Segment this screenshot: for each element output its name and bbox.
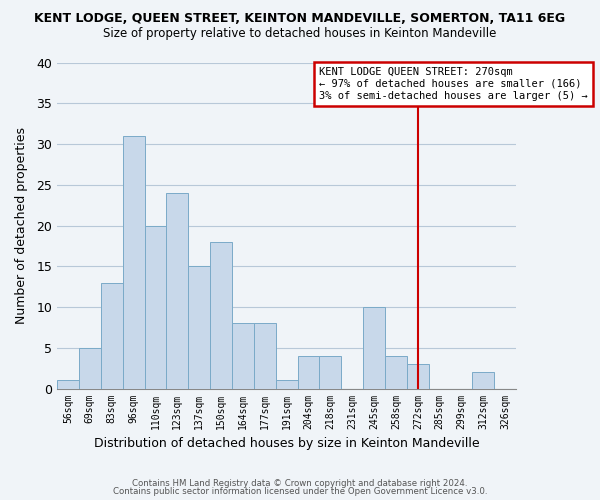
Bar	[472, 372, 494, 388]
Bar	[276, 380, 298, 388]
Bar	[232, 324, 254, 388]
Bar	[166, 193, 188, 388]
X-axis label: Distribution of detached houses by size in Keinton Mandeville: Distribution of detached houses by size …	[94, 437, 479, 450]
Text: Contains HM Land Registry data © Crown copyright and database right 2024.: Contains HM Land Registry data © Crown c…	[132, 478, 468, 488]
Y-axis label: Number of detached properties: Number of detached properties	[15, 127, 28, 324]
Bar	[122, 136, 145, 388]
Bar	[210, 242, 232, 388]
Bar	[319, 356, 341, 388]
Text: Size of property relative to detached houses in Keinton Mandeville: Size of property relative to detached ho…	[103, 28, 497, 40]
Bar	[385, 356, 407, 388]
Bar	[254, 324, 276, 388]
Bar	[363, 307, 385, 388]
Text: KENT LODGE QUEEN STREET: 270sqm
← 97% of detached houses are smaller (166)
3% of: KENT LODGE QUEEN STREET: 270sqm ← 97% of…	[319, 68, 587, 100]
Bar	[145, 226, 166, 388]
Text: Contains public sector information licensed under the Open Government Licence v3: Contains public sector information licen…	[113, 487, 487, 496]
Bar	[188, 266, 210, 388]
Bar	[407, 364, 429, 388]
Bar	[298, 356, 319, 388]
Text: KENT LODGE, QUEEN STREET, KEINTON MANDEVILLE, SOMERTON, TA11 6EG: KENT LODGE, QUEEN STREET, KEINTON MANDEV…	[34, 12, 566, 26]
Bar	[57, 380, 79, 388]
Bar	[79, 348, 101, 389]
Bar	[101, 282, 122, 389]
